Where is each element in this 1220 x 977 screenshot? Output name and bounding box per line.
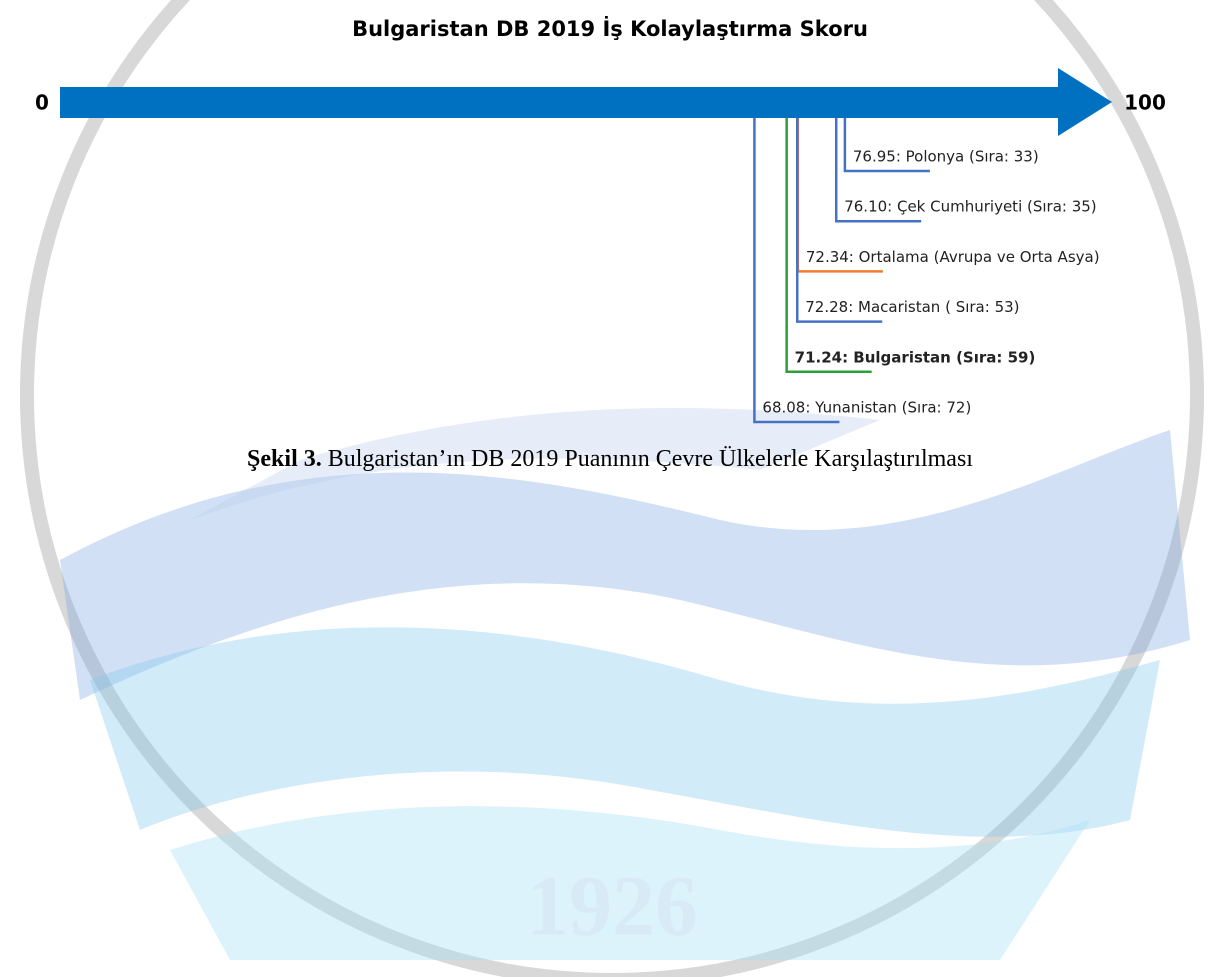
score-label: 76.95: Polonya (Sıra: 33): [853, 148, 1039, 166]
score-label: 71.24: Bulgaristan (Sıra: 59): [795, 348, 1036, 366]
score-label: 72.28: Macaristan ( Sıra: 53): [805, 298, 1019, 316]
chart-title: Bulgaristan DB 2019 İş Kolaylaştırma Sko…: [352, 16, 868, 41]
caption-text: Bulgaristan’ın DB 2019 Puanının Çevre Ül…: [328, 446, 973, 472]
figure: Bulgaristan DB 2019 İş Kolaylaştırma Sko…: [0, 0, 1220, 440]
axis-end-label: 100: [1124, 91, 1166, 115]
arrow-head: [1058, 68, 1112, 136]
score-label: 72.34: Ortalama (Avrupa ve Orta Asya): [806, 248, 1100, 266]
caption: Şekil 3. Bulgaristan’ın DB 2019 Puanının…: [0, 446, 1220, 473]
score-label: 68.08: Yunanistan (Sıra: 72): [762, 399, 971, 417]
caption-label: Şekil 3.: [247, 446, 322, 472]
watermark-year: 1926: [526, 858, 698, 954]
score-label: 76.10: Çek Cumhuriyeti (Sıra: 35): [844, 198, 1096, 216]
page: 1926 Bulgaristan DB 2019 İş Kolaylaştırm…: [0, 0, 1220, 977]
arrow-shaft: [60, 87, 1060, 118]
axis-end-label: 0: [35, 91, 49, 115]
